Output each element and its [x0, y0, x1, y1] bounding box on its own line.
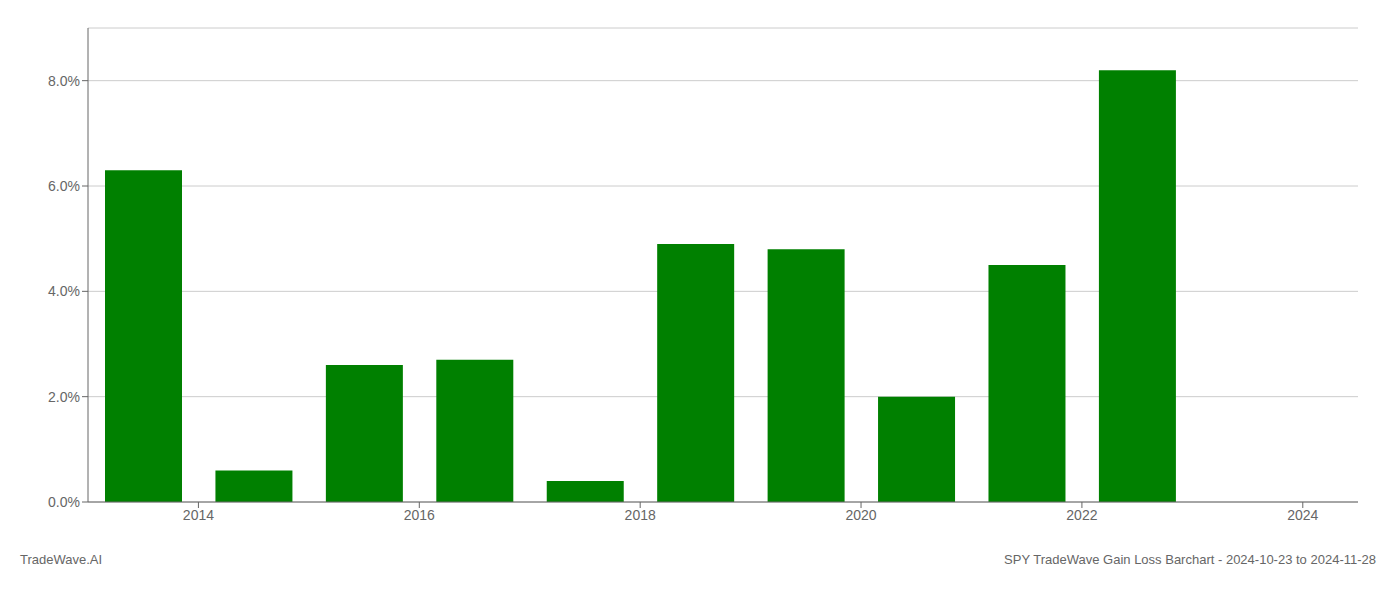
svg-text:2020: 2020 — [845, 507, 876, 523]
html-text:TradeWave.AI: TradeWave.AI — [20, 552, 103, 567]
svg-text:8.0%: 8.0% — [48, 73, 80, 89]
html-text:SPY TradeWave Gain Loss Barcha: SPY TradeWave Gain Loss Barchart - 2024-… — [1004, 552, 1376, 567]
svg-text:2024: 2024 — [1287, 507, 1318, 523]
svg-text:2018: 2018 — [625, 507, 656, 523]
svg-text:2022: 2022 — [1066, 507, 1097, 523]
svg-text:6.0%: 6.0% — [48, 178, 80, 194]
svg-text:4.0%: 4.0% — [48, 283, 80, 299]
svg-text:2016: 2016 — [404, 507, 435, 523]
svg-text:0.0%: 0.0% — [48, 494, 80, 510]
svg-text:2014: 2014 — [183, 507, 214, 523]
svg-text:2.0%: 2.0% — [48, 389, 80, 405]
